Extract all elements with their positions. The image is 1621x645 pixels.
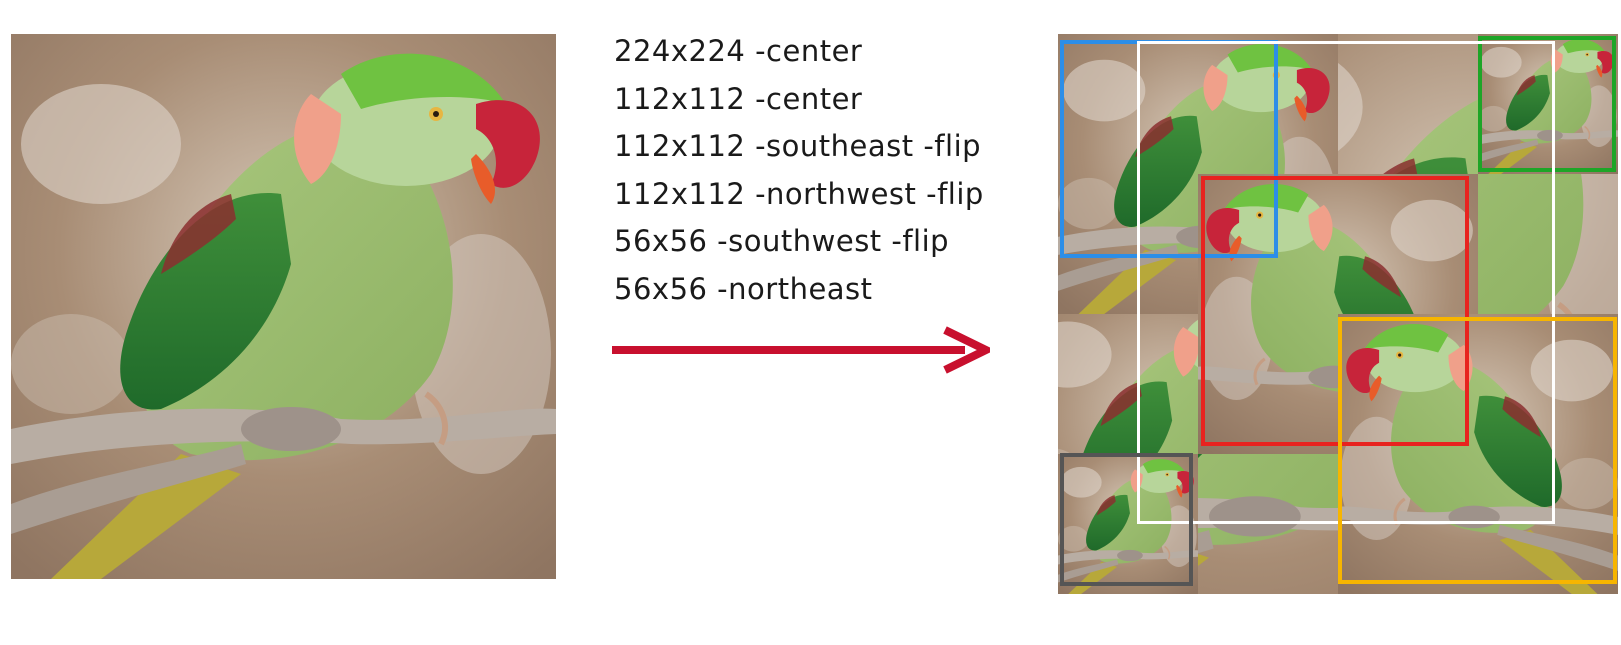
box-112-southeast xyxy=(1338,317,1617,584)
box-224-center xyxy=(1137,41,1555,524)
parrot-image xyxy=(11,34,556,579)
crop-list: 224x224 -center 112x112 -center 112x112 … xyxy=(614,28,984,313)
right-arrow-icon xyxy=(612,326,990,374)
crop-label: 112x112 -center xyxy=(614,81,863,116)
crop-label: 56x56 -northeast xyxy=(614,271,873,306)
crop-label: 112x112 -southeast -flip xyxy=(614,129,982,163)
crop-label: 56x56 -southwest -flip xyxy=(614,224,950,258)
crop-label: 112x112 -northwest -flip xyxy=(614,176,984,211)
box-56-southwest xyxy=(1060,453,1193,586)
box-56-northeast xyxy=(1478,36,1616,172)
box-112-center xyxy=(1201,176,1469,446)
crop-label: 224x224 -center xyxy=(614,34,863,68)
source-parrot-photo xyxy=(11,34,556,579)
